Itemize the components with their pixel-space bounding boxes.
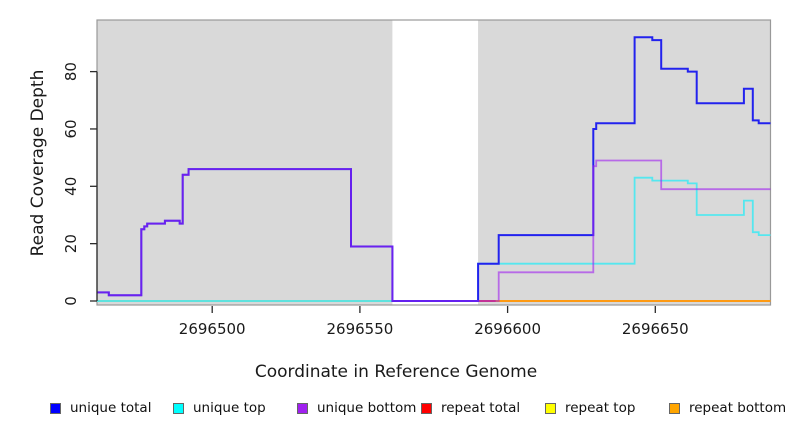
- coverage-chart: 0 20 40 60 80 2696500 2696550 2696600 2696650: [62, 19, 772, 338]
- legend-swatch-icon: [669, 402, 680, 414]
- x-tick-label: 2696650: [622, 320, 689, 338]
- covered-region: [97, 20, 393, 305]
- x-axis-title: Coordinate in Reference Genome: [254, 362, 538, 382]
- legend-swatch-icon: [421, 402, 432, 414]
- legend-swatch-icon: [545, 402, 556, 414]
- y-tick-label: 80: [62, 62, 80, 81]
- x-tick-label: 2696550: [326, 320, 393, 338]
- legend-item-unique-bottom: unique bottom: [297, 399, 416, 417]
- series-line-unique-bottom: [97, 159, 771, 302]
- legend-item-unique-total: unique total: [50, 399, 151, 417]
- legend-item-repeat-bottom: repeat bottom: [669, 399, 786, 417]
- legend-item-unique-top: unique top: [173, 399, 266, 417]
- legend-label: repeat top: [565, 400, 636, 416]
- y-tick-label: 40: [62, 177, 80, 196]
- legend-label: repeat total: [441, 400, 521, 416]
- series-line-unique-top: [97, 176, 771, 302]
- x-tick-label: 2696500: [179, 320, 246, 338]
- legend-label: repeat bottom: [689, 400, 787, 416]
- covered-region: [478, 20, 771, 305]
- chart-legend: unique total unique top unique bottom repea…: [0, 399, 792, 419]
- legend-swatch-icon: [173, 402, 184, 414]
- legend-label: unique total: [70, 400, 152, 416]
- y-tick-label: 0: [62, 296, 80, 306]
- legend-label: unique bottom: [317, 400, 417, 416]
- legend-swatch-icon: [50, 402, 61, 414]
- legend-swatch-icon: [297, 402, 308, 414]
- y-tick-label: 20: [62, 234, 80, 253]
- legend-label: unique top: [193, 400, 266, 416]
- x-tick-label: 2696600: [474, 320, 541, 338]
- y-tick-label: 60: [62, 119, 80, 138]
- legend-item-repeat-top: repeat top: [545, 399, 635, 417]
- y-axis-title: Read Coverage Depth: [28, 69, 48, 257]
- legend-item-repeat-total: repeat total: [421, 399, 520, 417]
